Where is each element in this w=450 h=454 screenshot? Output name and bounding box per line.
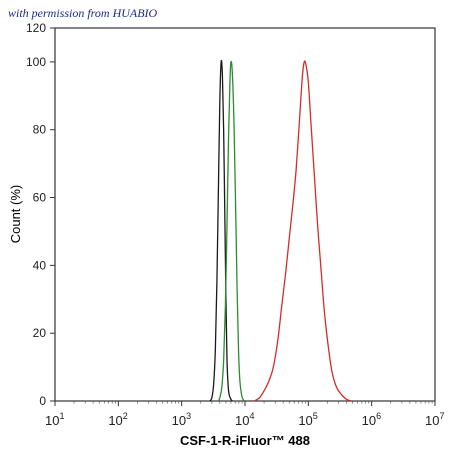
- y-tick-label: 80: [33, 123, 47, 137]
- x-axis-ticks: 101 102 103 104 105 106 107: [45, 401, 444, 428]
- x-tick-label: 104: [235, 411, 254, 428]
- y-axis-ticks: 0 20 40 60 80 100 120: [26, 21, 55, 408]
- histogram-curve-3: [253, 60, 352, 402]
- x-tick-label: 105: [298, 411, 317, 428]
- x-tick-label: 101: [45, 411, 64, 428]
- x-tick-label: 107: [425, 411, 444, 428]
- watermark-text: with permission from HUABIO: [8, 6, 158, 20]
- x-tick-label: 106: [362, 411, 381, 428]
- y-tick-label: 120: [26, 21, 46, 35]
- y-axis-title: Count (%): [8, 185, 23, 244]
- y-tick-label: 20: [33, 326, 47, 340]
- x-axis-title: CSF-1-R-iFluor™ 488: [180, 433, 310, 448]
- y-tick-label: 100: [26, 55, 46, 69]
- series-curves: [209, 59, 352, 402]
- x-tick-label: 103: [172, 411, 191, 428]
- histogram-curve-1: [209, 59, 233, 402]
- plot-frame: [54, 27, 436, 402]
- y-tick-label: 0: [39, 394, 46, 408]
- histogram-curve-2: [217, 60, 245, 402]
- y-tick-label: 40: [33, 258, 47, 272]
- y-tick-label: 60: [33, 191, 47, 205]
- x-tick-label: 102: [108, 411, 127, 428]
